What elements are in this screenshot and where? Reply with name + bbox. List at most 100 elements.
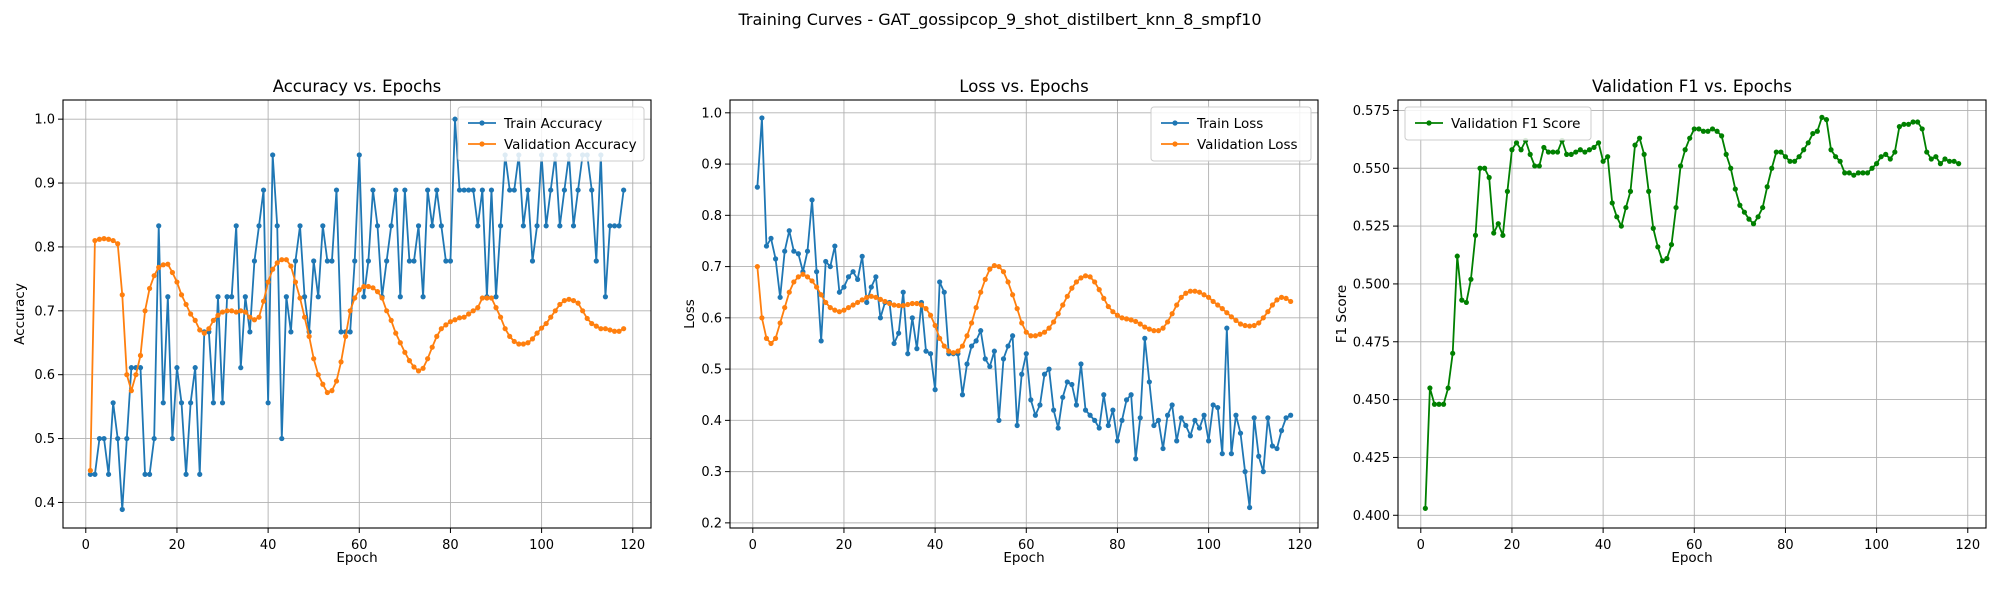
accuracy-ytick-label: 0.4 [34, 496, 55, 511]
validation-loss-point [804, 274, 811, 280]
train-accuracy-point [115, 435, 121, 442]
loss-ytick-label: 0.6 [701, 311, 722, 326]
validation-accuracy-point [443, 322, 449, 328]
validation-accuracy-point [224, 308, 230, 314]
accuracy-panel-ticks: 0 20 40 60 80 100 120 0.4 0.5 0.6 0.7 0.8 0.9 1.0 [34, 113, 645, 553]
validation-f1-score-point [1823, 117, 1830, 123]
validation-accuracy-point [256, 314, 262, 320]
validation-accuracy-point [543, 320, 549, 327]
validation-loss-point [1014, 306, 1020, 312]
validation-f1-score-point [1682, 147, 1688, 153]
f1-xtick-label: 60 [1686, 538, 1703, 553]
validation-loss-point [873, 294, 879, 300]
f1-panel-xlabel: Epoch [1671, 550, 1712, 566]
validation-accuracy-point [101, 236, 107, 242]
validation-loss-point [914, 300, 920, 307]
validation-loss-point [950, 350, 956, 356]
f1-ytick-label: 0.400 [1353, 509, 1390, 524]
validation-loss-point [1160, 325, 1166, 331]
validation-f1-score-point [1951, 158, 1957, 164]
validation-f1-score-point [1541, 144, 1547, 151]
train-accuracy-point [174, 365, 180, 371]
train-loss-point [1096, 425, 1102, 431]
validation-f1-score-point [1901, 121, 1907, 127]
train-loss-point [1288, 412, 1294, 418]
validation-accuracy-point [452, 317, 458, 323]
validation-accuracy-point [238, 308, 244, 314]
validation-loss-point [1005, 279, 1011, 285]
train-loss-point [1178, 415, 1184, 421]
validation-f1-score-point [1741, 209, 1748, 215]
validation-accuracy-point [165, 261, 171, 267]
validation-loss-point [896, 302, 902, 309]
validation-f1-score-point [1700, 128, 1706, 134]
validation-f1-score-point [1536, 163, 1542, 169]
validation-f1-score-point [1609, 200, 1615, 206]
validation-accuracy-point [393, 330, 399, 336]
train-loss-point [1196, 425, 1203, 431]
validation-f1-score-point [1632, 142, 1638, 148]
validation-accuracy-point [105, 236, 112, 242]
train-loss-point [791, 248, 797, 254]
validation-loss-point [1183, 290, 1189, 296]
validation-loss-point [763, 335, 770, 341]
validation-loss-point [827, 304, 833, 311]
validation-loss-point [946, 348, 952, 354]
validation-accuracy-point [497, 314, 504, 320]
f1-panel-legend: Validation F1 Score [1404, 106, 1592, 141]
train-loss-point [968, 343, 975, 349]
loss-panel-ylabel: Loss [682, 299, 698, 329]
validation-loss-point [1082, 273, 1089, 279]
train-accuracy-point [329, 258, 335, 264]
train-accuracy-point [384, 258, 390, 264]
train-accuracy-point [338, 329, 344, 335]
train-accuracy-point [197, 471, 203, 477]
train-accuracy-point [425, 187, 431, 193]
validation-loss-point [800, 271, 806, 277]
validation-accuracy-point [110, 237, 116, 244]
validation-accuracy-point [397, 340, 403, 346]
validation-loss-point [927, 312, 934, 318]
validation-loss-point [841, 307, 847, 313]
validation-accuracy-point [206, 326, 212, 332]
train-accuracy-point [593, 258, 599, 264]
accuracy-ytick-label: 0.7 [34, 304, 55, 319]
validation-accuracy-point [338, 359, 344, 365]
validation-accuracy-point [456, 315, 463, 321]
train-loss-point [1010, 333, 1016, 339]
train-loss-point [964, 361, 970, 367]
validation-f1-score-point [1855, 170, 1861, 176]
accuracy-legend-label: Train Accuracy [503, 116, 602, 132]
validation-loss-point [791, 279, 797, 285]
train-loss-point [1256, 453, 1262, 459]
validation-f1-score-point [1846, 170, 1852, 176]
train-loss-point [1187, 433, 1193, 439]
validation-accuracy-point [621, 326, 627, 332]
train-accuracy-point [260, 187, 267, 193]
validation-accuracy-point [529, 336, 536, 342]
train-accuracy-point [87, 471, 93, 477]
train-loss-point [1082, 407, 1089, 413]
validation-loss-point [1105, 303, 1111, 310]
validation-loss-point [1251, 322, 1257, 329]
validation-loss-point [1114, 312, 1121, 318]
validation-f1-score-point [1869, 165, 1875, 171]
train-loss-point [1078, 361, 1084, 367]
validation-accuracy-point [324, 389, 330, 396]
train-loss-point [1228, 451, 1234, 457]
validation-accuracy-point [374, 289, 381, 295]
f1-panel-title: Validation F1 vs. Epochs [1592, 77, 1792, 96]
validation-loss-point [909, 300, 915, 307]
validation-f1-score-line [1424, 116, 1960, 509]
validation-loss-point [1247, 323, 1253, 329]
accuracy-panel-ylabel: Accuracy [12, 283, 28, 345]
loss-xtick-label: 80 [1109, 538, 1126, 553]
validation-f1-score-point [1719, 133, 1725, 139]
accuracy-xtick-label: 120 [620, 538, 645, 553]
validation-loss-point [1055, 311, 1061, 317]
train-accuracy-point [92, 471, 98, 477]
train-loss-point [1123, 397, 1130, 403]
validation-accuracy-point [447, 319, 454, 325]
validation-loss-point [964, 333, 970, 339]
validation-accuracy-point [534, 330, 540, 336]
